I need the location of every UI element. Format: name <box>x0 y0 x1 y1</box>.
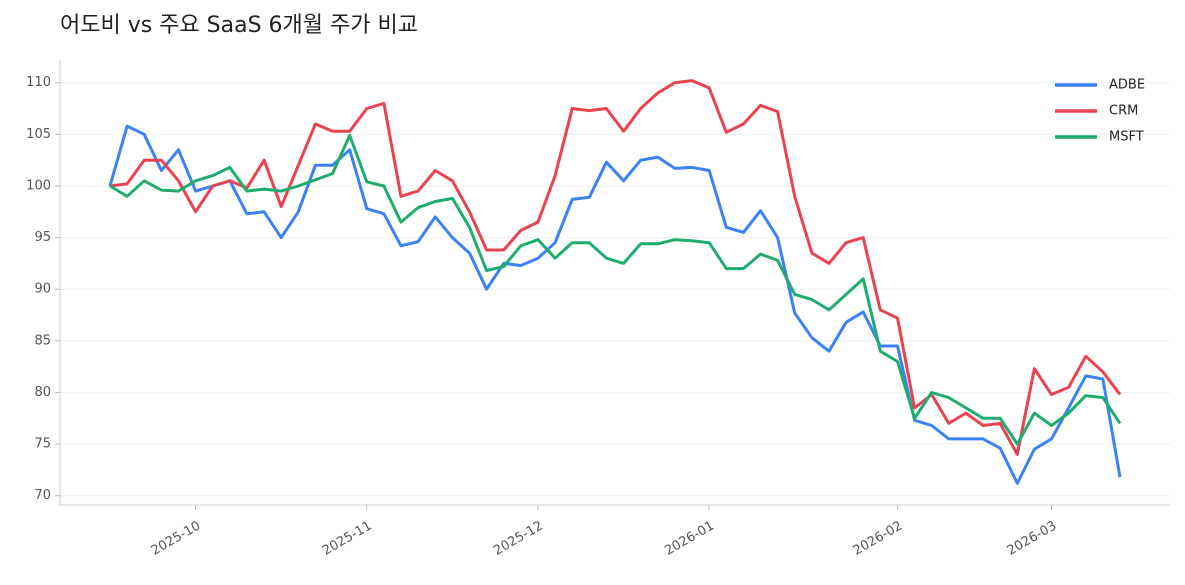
y-tick-label: 80 <box>34 385 51 400</box>
series-line <box>108 124 1122 485</box>
y-tick-label: 85 <box>34 333 51 348</box>
series-line <box>109 133 1122 446</box>
x-tick-label: 2025-11 <box>320 519 375 559</box>
x-tick-label: 2025-10 <box>149 519 204 559</box>
y-tick-label: 110 <box>26 75 51 90</box>
chart-title: 어도비 vs 주요 SaaS 6개월 주가 비교 <box>60 13 418 38</box>
y-tick-label: 100 <box>26 178 51 193</box>
x-tick-label: 2025-12 <box>491 519 546 559</box>
y-tick-label: 95 <box>34 230 51 245</box>
y-tick-label: 90 <box>34 282 51 297</box>
y-tick-label: 75 <box>34 437 51 452</box>
legend-label: MSFT <box>1109 130 1144 145</box>
y-tick-label: 70 <box>34 488 51 503</box>
x-tick-label: 2026-02 <box>851 519 906 559</box>
legend-label: CRM <box>1109 104 1138 119</box>
y-tick-label: 105 <box>26 127 51 142</box>
x-tick-label: 2026-03 <box>1005 519 1060 559</box>
x-tick-label: 2026-01 <box>662 519 717 559</box>
series-line <box>109 79 1122 456</box>
legend-label: ADBE <box>1109 78 1145 93</box>
